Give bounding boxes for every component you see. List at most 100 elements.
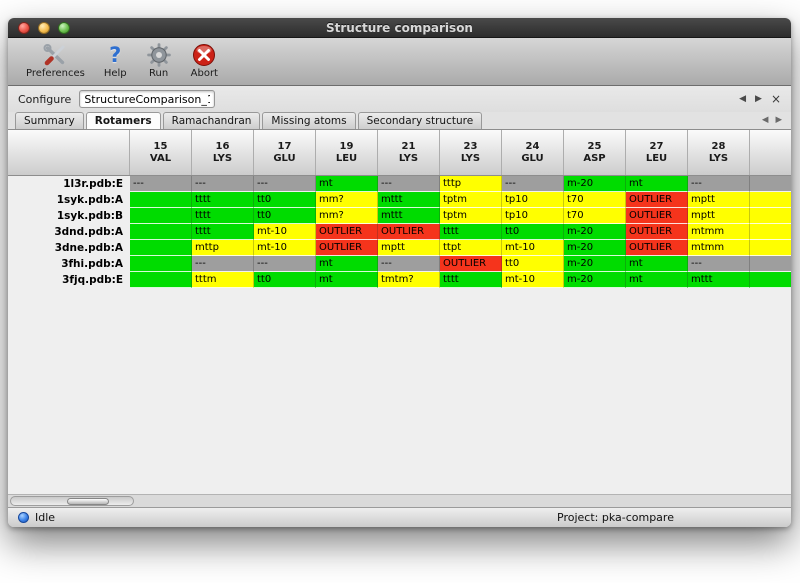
rotamer-cell[interactable]: mm? xyxy=(316,192,378,208)
rotamer-cell[interactable]: m-20 xyxy=(564,176,626,192)
tab-rotamers[interactable]: Rotamers xyxy=(85,112,161,129)
rotamer-cell[interactable]: tt0 xyxy=(254,192,316,208)
rotamer-cell[interactable]: tttt xyxy=(440,272,502,288)
rotamer-cell[interactable]: mttt xyxy=(378,192,440,208)
rotamer-cell[interactable]: mm? xyxy=(316,208,378,224)
rotamer-cell[interactable]: tttt xyxy=(440,224,502,240)
rotamer-cell[interactable]: OUTLIER xyxy=(626,192,688,208)
rotamer-cell[interactable]: OUTLIER xyxy=(626,224,688,240)
rotamer-cell[interactable]: tttp xyxy=(440,176,502,192)
rotamer-cell[interactable]: OUTLIER xyxy=(316,240,378,256)
close-window-button[interactable] xyxy=(18,22,30,34)
row-label[interactable]: 3dnd.pdb:A xyxy=(54,226,123,238)
rotamer-cell[interactable] xyxy=(130,240,192,256)
rotamer-cell[interactable]: m-20 xyxy=(564,224,626,240)
rotamer-cell[interactable]: mt xyxy=(626,176,688,192)
rotamer-cell[interactable]: mptt xyxy=(688,208,750,224)
rotamer-cell-clipped xyxy=(750,224,791,240)
rotamer-cell[interactable]: mt xyxy=(316,256,378,272)
scrollbar-thumb[interactable] xyxy=(67,497,109,505)
tabs-scroll-right-icon[interactable]: ▶ xyxy=(775,115,782,125)
rotamer-cell[interactable]: --- xyxy=(502,176,564,192)
rotamer-cell[interactable]: OUTLIER xyxy=(378,224,440,240)
zoom-window-button[interactable] xyxy=(58,22,70,34)
rotamer-cell[interactable]: mt-10 xyxy=(254,224,316,240)
session-prev-icon[interactable]: ◀ xyxy=(739,94,747,104)
minimize-window-button[interactable] xyxy=(38,22,50,34)
rotamer-cell[interactable]: --- xyxy=(378,256,440,272)
rotamer-cell[interactable]: tmtm? xyxy=(378,272,440,288)
tab-missing-atoms[interactable]: Missing atoms xyxy=(262,112,356,129)
rotamer-cell[interactable] xyxy=(130,208,192,224)
rotamer-cell[interactable] xyxy=(130,256,192,272)
rotamer-cell[interactable]: mttt xyxy=(688,272,750,288)
rotamer-cell[interactable]: mptt xyxy=(378,240,440,256)
rotamer-cell[interactable]: mt-10 xyxy=(502,272,564,288)
rotamer-cell[interactable]: mttp xyxy=(192,240,254,256)
rotamer-cell[interactable] xyxy=(130,272,192,288)
rotamer-cell[interactable]: mttt xyxy=(378,208,440,224)
row-label[interactable]: 1syk.pdb:B xyxy=(56,210,123,222)
rotamer-cell[interactable]: tt0 xyxy=(254,208,316,224)
rotamer-cell[interactable]: m-20 xyxy=(564,256,626,272)
rotamer-cell[interactable]: tttt xyxy=(192,224,254,240)
rotamer-cell[interactable]: --- xyxy=(378,176,440,192)
tabs-scroll-left-icon[interactable]: ◀ xyxy=(761,115,769,125)
rotamer-cell[interactable]: tt0 xyxy=(502,256,564,272)
rotamer-cell[interactable]: m-20 xyxy=(564,240,626,256)
rotamer-cell[interactable]: mt xyxy=(626,256,688,272)
tab-secondary-structure[interactable]: Secondary structure xyxy=(357,112,483,129)
toolbar-button-preferences[interactable]: Preferences xyxy=(18,41,93,81)
rotamer-cell[interactable]: tptm xyxy=(440,192,502,208)
rotamer-cell[interactable]: mtmm xyxy=(688,240,750,256)
rotamer-cell[interactable]: --- xyxy=(688,256,750,272)
rotamer-cell[interactable]: tttt xyxy=(192,192,254,208)
run-gear-icon xyxy=(146,42,172,68)
rotamer-cell[interactable] xyxy=(130,192,192,208)
row-label[interactable]: 3fhi.pdb:A xyxy=(61,258,123,270)
rotamer-cell[interactable]: t70 xyxy=(564,192,626,208)
rotamer-cell[interactable]: m-20 xyxy=(564,272,626,288)
rotamer-cell[interactable]: OUTLIER xyxy=(316,224,378,240)
rotamer-cell[interactable] xyxy=(130,224,192,240)
rotamer-cell[interactable]: tptm xyxy=(440,208,502,224)
row-label[interactable]: 3dne.pdb:A xyxy=(54,242,123,254)
rotamer-cell[interactable]: mtmm xyxy=(688,224,750,240)
rotamer-cell[interactable]: tp10 xyxy=(502,208,564,224)
rotamer-cell[interactable]: --- xyxy=(192,176,254,192)
rotamer-cell[interactable]: OUTLIER xyxy=(626,240,688,256)
rotamer-cell[interactable]: --- xyxy=(254,256,316,272)
horizontal-scrollbar[interactable] xyxy=(10,496,134,506)
rotamer-cell[interactable]: --- xyxy=(254,176,316,192)
session-close-icon[interactable]: × xyxy=(770,92,781,106)
rotamer-cell[interactable]: --- xyxy=(192,256,254,272)
row-label[interactable]: 1l3r.pdb:E xyxy=(63,178,123,190)
rotamer-cell[interactable]: tt0 xyxy=(254,272,316,288)
rotamer-cell[interactable]: mptt xyxy=(688,192,750,208)
rotamer-cell[interactable]: ttpt xyxy=(440,240,502,256)
toolbar-button-abort[interactable]: Abort xyxy=(183,41,226,81)
rotamer-cell[interactable]: tttt xyxy=(192,208,254,224)
rotamer-cell[interactable]: mt xyxy=(316,176,378,192)
rotamer-cell[interactable]: t70 xyxy=(564,208,626,224)
rotamer-cell[interactable]: OUTLIER xyxy=(440,256,502,272)
rotamer-cell[interactable]: mt xyxy=(626,272,688,288)
rotamer-cell[interactable]: mt-10 xyxy=(254,240,316,256)
tab-summary[interactable]: Summary xyxy=(15,112,84,129)
toolbar-button-help[interactable]: ? Help xyxy=(96,41,135,81)
rotamer-cell[interactable]: tp10 xyxy=(502,192,564,208)
titlebar[interactable]: Structure comparison xyxy=(8,18,791,38)
rotamer-cell[interactable]: --- xyxy=(688,176,750,192)
rotamer-cell[interactable]: mt xyxy=(316,272,378,288)
rotamer-cell[interactable]: --- xyxy=(130,176,192,192)
rotamer-cell[interactable]: tt0 xyxy=(502,224,564,240)
row-label[interactable]: 1syk.pdb:A xyxy=(56,194,123,206)
rotamer-cell[interactable]: mt-10 xyxy=(502,240,564,256)
tab-ramachandran[interactable]: Ramachandran xyxy=(162,112,261,129)
rotamer-cell[interactable]: OUTLIER xyxy=(626,208,688,224)
toolbar-button-run[interactable]: Run xyxy=(138,41,180,81)
rotamer-cell[interactable]: tttm xyxy=(192,272,254,288)
session-next-icon[interactable]: ▶ xyxy=(755,94,762,104)
session-name-input[interactable] xyxy=(79,90,216,108)
row-label[interactable]: 3fjq.pdb:E xyxy=(62,274,123,286)
